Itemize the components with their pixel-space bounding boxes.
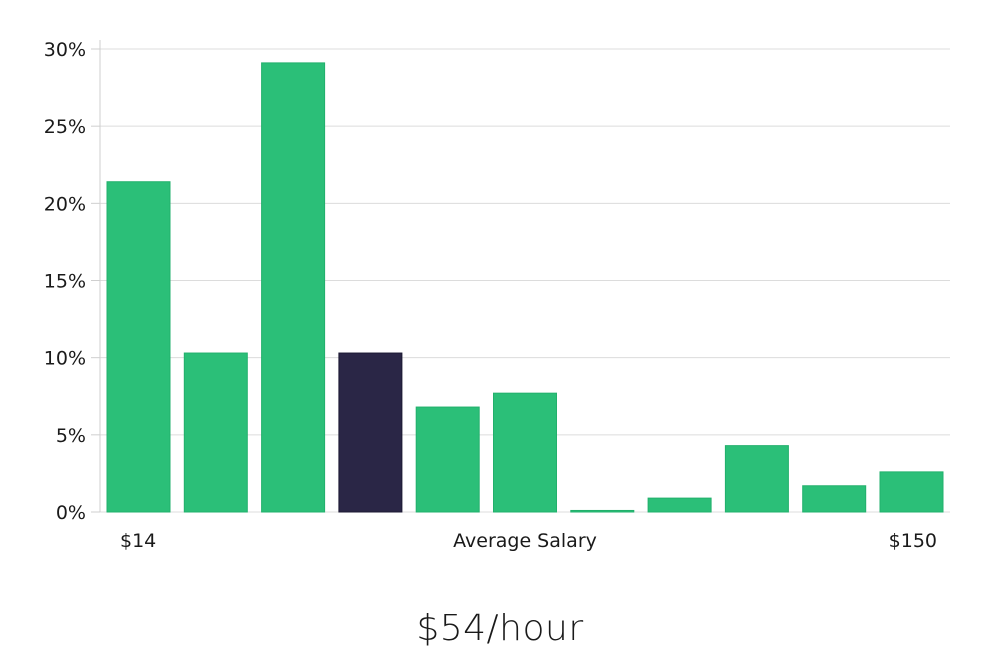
- bar: [261, 62, 326, 513]
- bar: [647, 497, 712, 513]
- x-axis-title: Average Salary: [453, 530, 597, 552]
- y-tick-label: 10%: [44, 348, 86, 370]
- bar: [493, 392, 557, 513]
- bar: [570, 509, 635, 513]
- y-tick-label: 20%: [44, 193, 86, 215]
- y-tick-label: 15%: [44, 271, 86, 293]
- x-max-label: $150: [889, 530, 937, 552]
- bar: [724, 445, 789, 513]
- bar: [183, 352, 248, 513]
- bar: [106, 181, 171, 513]
- bars: [106, 62, 944, 513]
- salary-histogram: 0% 5% 10% 15% 20% 25% 30% $14 Average Salary $…: [44, 39, 950, 552]
- y-tick-label: 25%: [44, 116, 86, 138]
- bar: [802, 485, 867, 513]
- average-rate-headline: $54/hour: [416, 608, 584, 649]
- y-tick-label: 0%: [56, 502, 86, 524]
- bar-highlighted: [338, 352, 403, 513]
- y-tick-label: 30%: [44, 39, 86, 61]
- y-axis-ticks: 0% 5% 10% 15% 20% 25% 30%: [44, 39, 100, 524]
- y-tick-label: 5%: [56, 425, 86, 447]
- bar: [415, 406, 480, 513]
- x-min-label: $14: [120, 530, 156, 552]
- bar: [879, 471, 944, 513]
